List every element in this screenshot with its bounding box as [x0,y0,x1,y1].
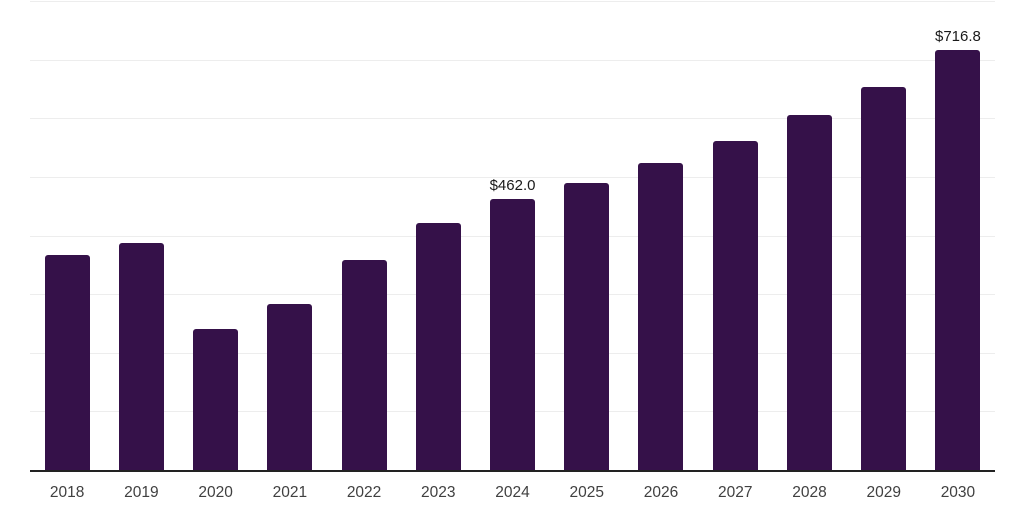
bar-slot-2021 [253,1,327,470]
bar-slot-2029 [847,1,921,470]
x-tick-label-2020: 2020 [198,484,233,501]
x-tick-label-2018: 2018 [49,484,85,501]
x-tick-label-2022: 2022 [346,484,382,501]
x-tick-label-2021: 2021 [272,484,308,501]
bar-2018[interactable] [44,255,90,470]
gridline-800 [30,1,995,2]
x-tick-label-2019: 2019 [124,484,159,501]
bar-2029[interactable] [861,86,907,470]
bar-slot-2024: $462.0 [475,1,549,470]
bar-2030[interactable] [935,49,981,470]
bar-slot-2022 [327,1,401,470]
bar-2026[interactable] [638,162,684,470]
plot-area: $462.0 $716.8 [30,1,995,472]
x-tick-label-2028: 2028 [792,484,827,501]
bar-slot-2030: $716.8 [921,1,995,470]
bar-slot-2028 [772,1,846,470]
bar-slot-2026 [624,1,698,470]
bar-2022[interactable] [341,259,387,470]
bar-2023[interactable] [415,223,461,470]
bar-2024[interactable] [490,199,536,470]
x-tick-label-2029: 2029 [866,484,901,501]
bar-2020[interactable] [193,329,239,470]
bar-slot-2025 [550,1,624,470]
bar-2021[interactable] [267,304,313,470]
bar-2027[interactable] [712,140,758,470]
x-tick-label-2030: 2030 [940,484,976,501]
bar-slot-2018 [30,1,104,470]
x-tick-label-2027: 2027 [717,484,753,501]
bar-2028[interactable] [786,115,832,470]
bar-slot-2019 [104,1,178,470]
gridline-600 [30,118,995,120]
bar-2025[interactable] [564,183,610,470]
x-tick-label-2023: 2023 [421,484,456,501]
bar-slot-2020 [178,1,252,470]
x-axis-labels: 2018 2019 2020 2021 2022 2023 2024 2025 2026 2027… [30,484,995,501]
bar-slot-2027 [698,1,772,470]
x-tick-label-2026: 2026 [643,484,679,501]
gridline-500 [30,176,995,178]
bar-slot-2023 [401,1,475,470]
gridline-700 [30,59,995,61]
value-label-2030: $716.8 [934,27,981,45]
x-tick-label-2024: 2024 [495,484,530,501]
x-tick-label-2025: 2025 [569,484,604,501]
bars-row: $462.0 $716.8 [30,1,995,470]
bar-2019[interactable] [118,242,164,470]
value-label-2024: $462.0 [489,177,536,195]
